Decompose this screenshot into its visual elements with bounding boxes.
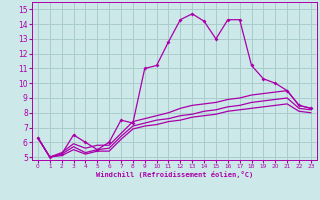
X-axis label: Windchill (Refroidissement éolien,°C): Windchill (Refroidissement éolien,°C)	[96, 171, 253, 178]
